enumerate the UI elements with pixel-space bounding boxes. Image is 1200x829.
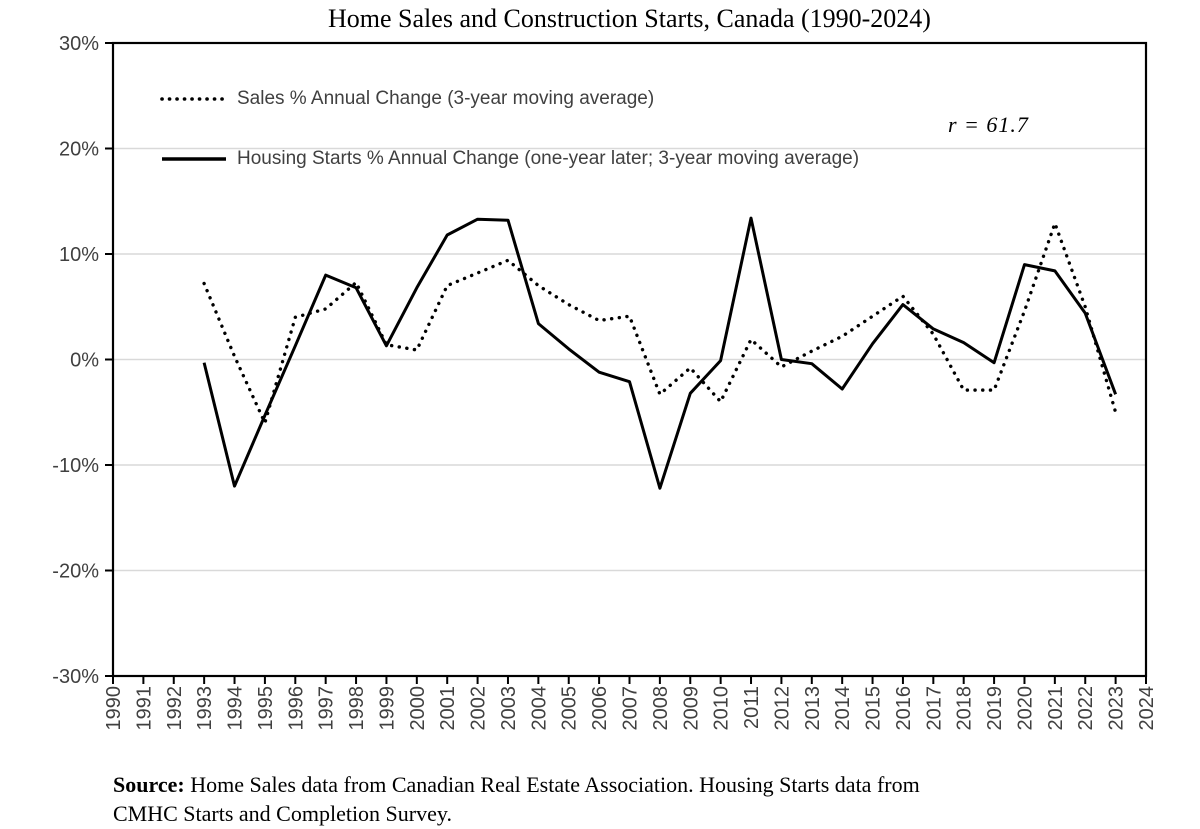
x-axis-tick-label: 2009	[680, 686, 702, 731]
x-axis-tick-label: 1994	[225, 686, 247, 731]
y-axis-tick-label: 30%	[59, 33, 99, 55]
x-axis-tick-label: 2021	[1045, 686, 1067, 731]
y-axis-tick-label: 10%	[59, 244, 99, 266]
x-axis-tick-label: 1996	[285, 686, 307, 731]
y-axis-labels: 30% 20% 10% 0% -10% -20% -30%	[52, 33, 99, 688]
x-axis-tick-label: 2002	[468, 686, 490, 731]
x-axis-tick-label: 2008	[650, 686, 672, 731]
source-text-line1: Home Sales data from Canadian Real Estat…	[190, 772, 920, 797]
y-axis-tick-label: 20%	[59, 139, 99, 161]
x-axis-labels: 1990 1991 1992 1993 1994 1995 1996 1997 1998 1999…	[103, 686, 1158, 731]
x-axis-tick-label: 2016	[893, 686, 915, 731]
x-axis-tick-label: 2012	[771, 686, 793, 731]
x-axis-tick-label: 1991	[133, 686, 155, 731]
x-axis-tick-label: 2010	[711, 686, 733, 731]
x-axis-tick-label: 2015	[863, 686, 885, 731]
source-label: Source:	[113, 772, 185, 797]
legend-item-housing-starts: Housing Starts % Annual Change (one-year…	[160, 148, 859, 170]
y-axis-tick-label: -10%	[52, 455, 99, 477]
x-axis-tick-label: 2018	[954, 686, 976, 731]
x-axis-tick-label: 1992	[164, 686, 186, 731]
x-axis-tick-label: 2019	[984, 686, 1006, 731]
x-axis-tick-label: 2024	[1136, 686, 1158, 731]
x-axis-tick-label: 2022	[1075, 686, 1097, 731]
solid-line-swatch-icon	[162, 157, 226, 161]
x-axis-tick-label: 2011	[741, 686, 763, 729]
x-axis-tick-label: 2023	[1106, 686, 1128, 731]
x-axis-tick-label: 2000	[407, 686, 429, 731]
x-axis-tick-label: 1997	[316, 686, 338, 731]
x-axis-tick-label: 2014	[832, 686, 854, 731]
x-axis-tick-label: 2006	[589, 686, 611, 731]
series-sales	[202, 221, 1118, 425]
x-axis-tick-label: 1998	[346, 686, 368, 731]
legend-label-sales: Sales % Annual Change (3-year moving ave…	[237, 88, 655, 109]
x-axis-tick-label: 2005	[559, 686, 581, 731]
chart-legend: Sales % Annual Change (3-year moving ave…	[160, 88, 859, 170]
x-axis-tick-label: 2007	[620, 686, 642, 731]
legend-item-sales: Sales % Annual Change (3-year moving ave…	[160, 88, 859, 110]
x-axis-tick-label: 2001	[437, 686, 459, 731]
plot-border	[111, 41, 1148, 678]
chart-title: Home Sales and Construction Starts, Cana…	[328, 4, 931, 33]
legend-label-housing-starts: Housing Starts % Annual Change (one-year…	[237, 148, 860, 169]
x-axis-tick-label: 1990	[103, 686, 125, 731]
source-text-line2: CMHC Starts and Completion Survey.	[113, 801, 452, 827]
axis-ticks	[105, 42, 1147, 684]
x-axis-tick-label: 2013	[802, 686, 824, 731]
x-axis-tick-label: 2020	[1014, 686, 1036, 731]
x-axis-tick-label: 1993	[194, 686, 216, 731]
x-axis-tick-label: 1995	[255, 686, 277, 731]
x-axis-tick-label: 2017	[923, 686, 945, 731]
y-axis-tick-label: -30%	[52, 666, 99, 688]
x-axis-tick-label: 2004	[528, 686, 550, 731]
y-axis-tick-label: 0%	[70, 350, 99, 372]
dotted-line-swatch-icon	[160, 97, 228, 101]
x-axis-tick-label: 1999	[376, 686, 398, 731]
correlation-annotation: r = 61.7	[948, 112, 1029, 137]
series-housing-starts	[202, 216, 1118, 490]
x-axis-tick-label: 2003	[498, 686, 520, 731]
source-note: Source: Home Sales data from Canadian Re…	[113, 770, 1093, 829]
y-axis-tick-label: -20%	[52, 561, 99, 583]
